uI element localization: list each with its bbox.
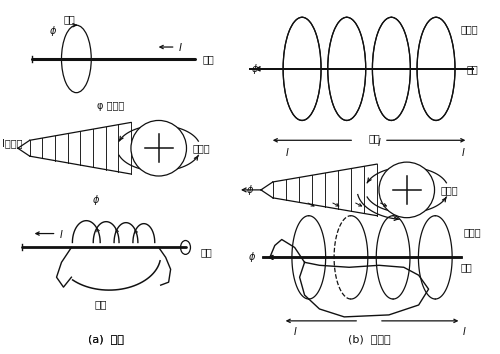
Text: $\phi$: $\phi$ <box>248 250 256 264</box>
Text: $I$: $I$ <box>294 325 298 337</box>
Text: (a)  導体: (a) 導体 <box>88 334 124 344</box>
Text: 右手: 右手 <box>95 299 108 309</box>
Text: 電流: 電流 <box>368 133 380 143</box>
Text: 導体: 導体 <box>200 247 212 257</box>
Text: φ の方向: φ の方向 <box>98 101 124 110</box>
Text: $\phi$: $\phi$ <box>251 62 259 76</box>
Text: 右手: 右手 <box>460 262 472 272</box>
Ellipse shape <box>379 162 434 218</box>
Text: コイル: コイル <box>460 24 478 34</box>
Ellipse shape <box>180 240 190 255</box>
Text: 磁战: 磁战 <box>466 64 478 74</box>
Ellipse shape <box>372 17 410 120</box>
Text: (b)  コイル: (b) コイル <box>348 334 391 344</box>
Text: 右ねじ: 右ねじ <box>440 185 458 195</box>
Text: $\phi$: $\phi$ <box>50 24 58 38</box>
Text: $\phi$: $\phi$ <box>246 183 254 197</box>
Text: 導体: 導体 <box>202 54 214 64</box>
Text: $\phi$: $\phi$ <box>92 193 100 207</box>
Text: $I$: $I$ <box>59 228 64 240</box>
Text: (a)  導体: (a) 導体 <box>88 334 124 344</box>
Text: Iの方向: Iの方向 <box>2 138 22 148</box>
Text: $I$: $I$ <box>178 41 183 53</box>
Ellipse shape <box>417 17 455 120</box>
Text: $I$: $I$ <box>286 146 290 158</box>
Text: コイル: コイル <box>464 228 481 238</box>
Ellipse shape <box>283 17 321 120</box>
Ellipse shape <box>328 17 366 120</box>
Text: $I$: $I$ <box>461 146 466 158</box>
Text: $I$: $I$ <box>376 136 382 148</box>
Ellipse shape <box>131 120 186 176</box>
Text: $I$: $I$ <box>462 325 466 337</box>
Text: 右ねじ: 右ねじ <box>192 143 210 153</box>
Text: 磁战: 磁战 <box>64 14 76 24</box>
